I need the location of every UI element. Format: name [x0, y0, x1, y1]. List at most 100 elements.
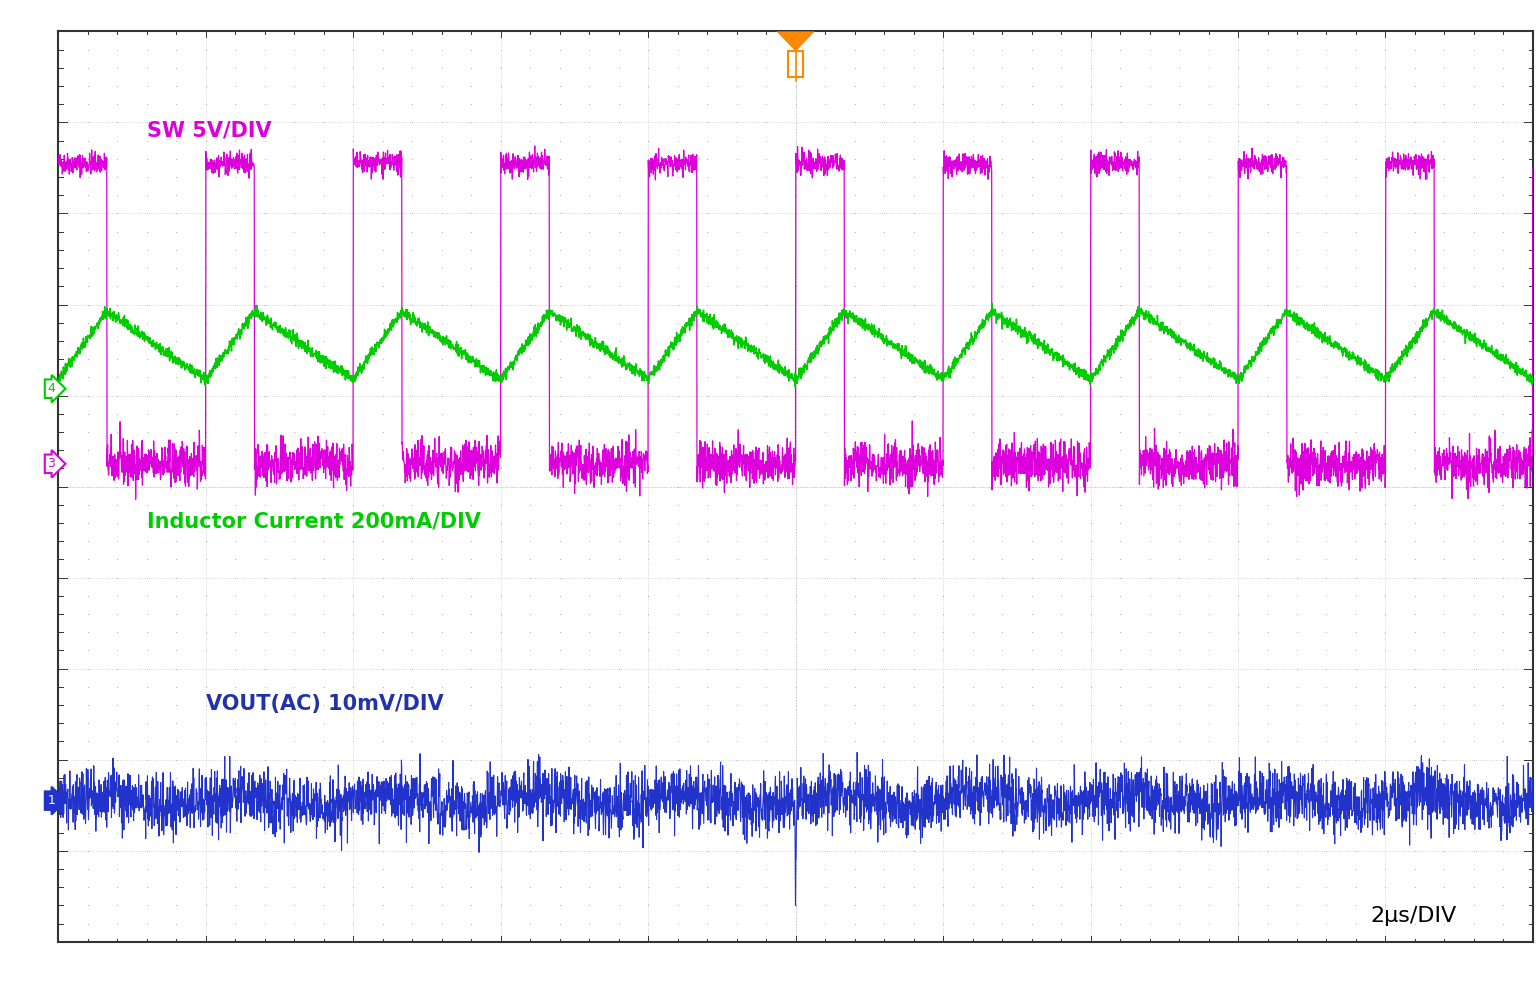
- Point: [1521, 588, 1536, 603]
- Point: [960, 460, 985, 476]
- Point: [1462, 515, 1487, 531]
- Point: [1020, 406, 1044, 422]
- Point: [754, 424, 779, 439]
- Point: [1284, 606, 1309, 622]
- Point: [578, 661, 602, 677]
- Point: [1521, 551, 1536, 567]
- Point: [164, 60, 189, 76]
- Point: [754, 96, 779, 112]
- Point: [1167, 861, 1192, 877]
- Point: [1402, 78, 1427, 94]
- Point: [459, 460, 484, 476]
- Point: [1432, 643, 1456, 658]
- Point: [370, 351, 395, 367]
- Point: [842, 515, 866, 531]
- Point: [1049, 497, 1074, 513]
- Point: [607, 697, 631, 713]
- Point: [283, 132, 307, 148]
- Point: [194, 789, 218, 804]
- Point: [135, 206, 160, 222]
- Point: [665, 260, 690, 276]
- Point: [1462, 624, 1487, 640]
- Point: [1137, 624, 1161, 640]
- Point: [164, 715, 189, 731]
- Point: [547, 42, 571, 58]
- Point: [1284, 515, 1309, 531]
- Point: [694, 296, 719, 312]
- Point: [1226, 42, 1250, 58]
- Point: [1344, 497, 1369, 513]
- Point: [1255, 751, 1279, 767]
- Point: [312, 479, 336, 494]
- Point: [547, 224, 571, 239]
- Point: [430, 24, 455, 39]
- Point: [813, 551, 837, 567]
- Point: [341, 534, 366, 549]
- Point: [135, 715, 160, 731]
- Point: [430, 132, 455, 148]
- Point: [104, 879, 129, 895]
- Point: [813, 60, 837, 76]
- Point: [783, 187, 808, 203]
- Point: [813, 588, 837, 603]
- Point: [872, 843, 897, 858]
- Point: [842, 606, 866, 622]
- Text: Inductor Current 200mA/DIV: Inductor Current 200mA/DIV: [147, 511, 481, 532]
- Point: [1197, 770, 1221, 786]
- Point: [1344, 296, 1369, 312]
- Point: [783, 624, 808, 640]
- Point: [1107, 296, 1132, 312]
- Point: [283, 169, 307, 184]
- Point: [252, 934, 276, 950]
- Point: [1255, 187, 1279, 203]
- Point: [578, 96, 602, 112]
- Point: [754, 260, 779, 276]
- Point: [902, 279, 926, 294]
- Point: [312, 898, 336, 913]
- Point: [164, 442, 189, 458]
- Point: [607, 460, 631, 476]
- Point: [665, 351, 690, 367]
- Point: [370, 770, 395, 786]
- Point: [1137, 551, 1161, 567]
- Point: [1197, 96, 1221, 112]
- Point: [1491, 879, 1516, 895]
- Point: [1284, 843, 1309, 858]
- Point: [1432, 915, 1456, 931]
- Point: [75, 661, 100, 677]
- Point: [1049, 643, 1074, 658]
- Point: [1491, 515, 1516, 531]
- Point: [872, 551, 897, 567]
- Point: [1167, 751, 1192, 767]
- Point: [902, 679, 926, 695]
- Point: [459, 132, 484, 148]
- Point: [518, 570, 542, 586]
- Point: [1402, 843, 1427, 858]
- Point: [518, 334, 542, 349]
- Point: [518, 78, 542, 94]
- Point: [989, 351, 1014, 367]
- Point: [75, 296, 100, 312]
- Point: [135, 551, 160, 567]
- Point: [283, 260, 307, 276]
- Point: [399, 296, 424, 312]
- Point: [547, 334, 571, 349]
- Point: [1402, 751, 1427, 767]
- Point: [399, 242, 424, 258]
- Point: [1137, 387, 1161, 403]
- Point: [518, 42, 542, 58]
- Point: [1020, 806, 1044, 822]
- Point: [459, 187, 484, 203]
- Point: [75, 224, 100, 239]
- Point: [1078, 279, 1103, 294]
- Point: [194, 406, 218, 422]
- Point: [488, 442, 513, 458]
- Point: [135, 770, 160, 786]
- Point: [341, 187, 366, 203]
- Point: [902, 334, 926, 349]
- Point: [194, 515, 218, 531]
- Point: [872, 624, 897, 640]
- Point: [1255, 806, 1279, 822]
- Point: [1167, 151, 1192, 167]
- Point: [754, 315, 779, 331]
